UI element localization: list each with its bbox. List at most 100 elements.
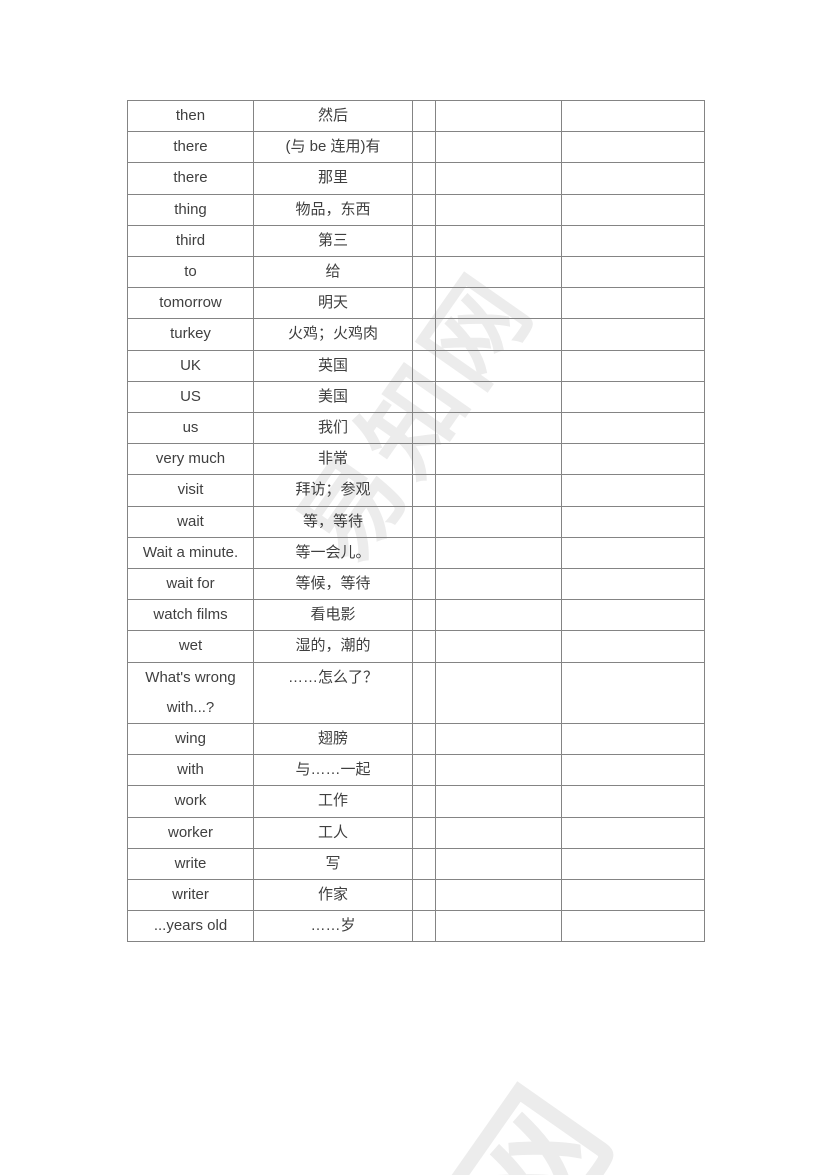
chinese-meaning-cell: 翅膀: [253, 723, 413, 756]
chinese-meaning-cell: 工作: [253, 785, 413, 818]
practice-cell-2: [561, 443, 705, 476]
english-word-cell: there: [127, 162, 254, 195]
practice-cell-2: [561, 879, 705, 912]
practice-cell-1: [435, 131, 562, 164]
table-row: then 然后: [127, 99, 705, 133]
practice-cell-1: [435, 816, 562, 849]
practice-cell-2: [561, 99, 705, 133]
practice-cell-1: [435, 224, 562, 258]
practice-cell-1: [435, 568, 562, 601]
english-word-cell: visit: [127, 474, 254, 507]
spacer-cell: [412, 723, 436, 756]
chinese-meaning-cell: 等一会儿。: [253, 536, 413, 570]
spacer-cell: [412, 349, 436, 382]
spacer-cell: [412, 443, 436, 476]
practice-cell-1: [435, 785, 562, 818]
spacer-cell: [412, 224, 436, 258]
chinese-meaning-cell: 然后: [253, 99, 413, 133]
practice-cell-1: [435, 879, 562, 912]
table-row: wing 翅膀: [127, 723, 705, 756]
table-row: Wait a minute. 等一会儿。: [127, 536, 705, 570]
practice-cell-2: [561, 256, 705, 289]
chinese-meaning-cell: ……岁: [253, 910, 413, 943]
chinese-meaning-cell: 作家: [253, 879, 413, 912]
vocab-table: then 然后 there (与 be 连用)有 there 那里 thing …: [127, 99, 705, 943]
english-word-cell: US: [127, 380, 254, 414]
chinese-meaning-cell: 火鸡；火鸡肉: [253, 318, 413, 351]
table-row: there (与 be 连用)有: [127, 131, 705, 164]
practice-cell-1: [435, 910, 562, 943]
practice-cell-2: [561, 599, 705, 632]
practice-cell-2: [561, 380, 705, 414]
spacer-cell: [412, 99, 436, 133]
english-word-cell: work: [127, 785, 254, 818]
english-word-cell: third: [127, 224, 254, 258]
spacer-cell: [412, 380, 436, 414]
practice-cell-2: [561, 349, 705, 382]
spacer-cell: [412, 287, 436, 320]
table-row: watch films 看电影: [127, 599, 705, 632]
table-row: wet 湿的，潮的: [127, 630, 705, 663]
english-word-cell: wet: [127, 630, 254, 663]
table-row: ...years old ……岁: [127, 910, 705, 943]
english-word-cell: watch films: [127, 599, 254, 632]
english-word-cell: wing: [127, 723, 254, 756]
spacer-cell: [412, 816, 436, 849]
chinese-meaning-cell: ……怎么了？: [253, 661, 413, 725]
spacer-cell: [412, 599, 436, 632]
practice-cell-1: [435, 412, 562, 445]
practice-cell-2: [561, 193, 705, 226]
spacer-cell: [412, 131, 436, 164]
practice-cell-2: [561, 162, 705, 195]
table-row: wait 等，等待: [127, 505, 705, 538]
table-row: thing 物品，东西: [127, 193, 705, 226]
practice-cell-2: [561, 224, 705, 258]
practice-cell-2: [561, 661, 705, 725]
english-word-cell: then: [127, 99, 254, 133]
practice-cell-2: [561, 785, 705, 818]
practice-cell-1: [435, 474, 562, 507]
chinese-meaning-cell: 看电影: [253, 599, 413, 632]
practice-cell-1: [435, 661, 562, 725]
spacer-cell: [412, 474, 436, 507]
practice-cell-1: [435, 349, 562, 382]
spacer-cell: [412, 847, 436, 881]
practice-cell-2: [561, 723, 705, 756]
chinese-meaning-cell: 非常: [253, 443, 413, 476]
chinese-meaning-cell: 与……一起: [253, 754, 413, 787]
chinese-meaning-cell: 我们: [253, 412, 413, 445]
chinese-meaning-cell: 工人: [253, 816, 413, 849]
spacer-cell: [412, 785, 436, 818]
practice-cell-1: [435, 723, 562, 756]
table-row: there 那里: [127, 162, 705, 195]
table-row: US 美国: [127, 380, 705, 414]
spacer-cell: [412, 568, 436, 601]
table-row: turkey 火鸡；火鸡肉: [127, 318, 705, 351]
spacer-cell: [412, 505, 436, 538]
practice-cell-2: [561, 910, 705, 943]
english-word-cell: thing: [127, 193, 254, 226]
english-word-cell: to: [127, 256, 254, 289]
spacer-cell: [412, 256, 436, 289]
chinese-meaning-cell: 第三: [253, 224, 413, 258]
practice-cell-1: [435, 162, 562, 195]
chinese-meaning-cell: 英国: [253, 349, 413, 382]
chinese-meaning-cell: 给: [253, 256, 413, 289]
practice-cell-1: [435, 443, 562, 476]
english-word-cell: us: [127, 412, 254, 445]
spacer-cell: [412, 193, 436, 226]
practice-cell-2: [561, 505, 705, 538]
practice-cell-1: [435, 536, 562, 570]
english-word-cell: What's wrong with...?: [127, 661, 254, 725]
spacer-cell: [412, 910, 436, 943]
chinese-meaning-cell: 拜访；参观: [253, 474, 413, 507]
chinese-meaning-cell: 那里: [253, 162, 413, 195]
english-word-cell: there: [127, 131, 254, 164]
table-row: wait for 等候，等待: [127, 568, 705, 601]
table-row: UK 英国: [127, 349, 705, 382]
table-row: third 第三: [127, 224, 705, 258]
practice-cell-1: [435, 847, 562, 881]
table-row: What's wrong with...? ……怎么了？: [127, 661, 705, 725]
practice-cell-1: [435, 380, 562, 414]
english-word-cell: wait for: [127, 568, 254, 601]
